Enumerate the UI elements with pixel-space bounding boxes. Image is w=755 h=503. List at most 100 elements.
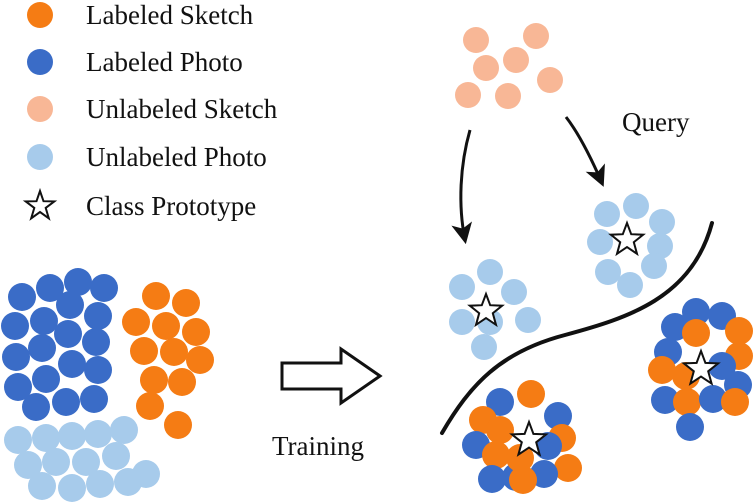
unlabeled-photo-dot: [594, 201, 620, 227]
legend-label-unlabeled-photo: Unlabeled Photo: [86, 142, 267, 172]
labeled-sketch-dot: [517, 380, 545, 408]
labeled-photo-dot: [530, 460, 558, 488]
training-arrow-icon: [280, 346, 383, 406]
labeled-photo-dot: [486, 388, 514, 416]
legend: Labeled Sketch Labeled Photo Unlabeled S…: [22, 0, 278, 221]
unlabeled-photo-dot: [449, 274, 475, 300]
labeled-photo-dot: [58, 350, 86, 378]
labeled-sketch-dot: [172, 289, 200, 317]
labeled-photo-dot: [56, 291, 84, 319]
unlabeled-photo-dot: [86, 470, 114, 498]
labeled-sketch-dot: [186, 346, 214, 374]
unlabeled-photo-dot: [72, 448, 100, 476]
labeled-photo-dot: [8, 283, 36, 311]
legend-label-labeled-photo: Labeled Photo: [86, 47, 243, 77]
labeled-sketch-dot: [486, 416, 514, 444]
unlabeled-photo-dot: [471, 334, 497, 360]
labeled-photo-dot: [54, 320, 82, 348]
class-prototype-star-icon: [467, 291, 505, 328]
labeled-photo-dot: [36, 274, 64, 302]
unlabeled-photo-dot: [501, 279, 527, 305]
labeled-photo-dot: [30, 307, 58, 335]
unlabeled-photo-dot: [102, 442, 130, 470]
unlabeled-photo-cluster-left: [449, 259, 541, 360]
labeled-photo-dot: [676, 413, 704, 441]
mixed-labeled-cluster-bottom: [462, 380, 582, 494]
unlabeled-photo-dot: [617, 272, 643, 298]
legend-label-unlabeled-sketch: Unlabeled Sketch: [86, 94, 278, 124]
unlabeled-sketch-query-group: [455, 23, 563, 109]
labeled-sketch-dot: [152, 312, 180, 340]
unlabeled-photo-dot: [42, 448, 70, 476]
unlabeled-sketch-dot: [503, 47, 529, 73]
labeled-photo-dot: [478, 465, 506, 493]
labeled-sketch-icon: [27, 2, 53, 28]
unlabeled-photo-dot: [28, 472, 56, 500]
class-prototype-star-icon: [608, 220, 646, 257]
labeled-sketch-dot: [160, 338, 188, 366]
legend-item-labeled-sketch: Labeled Sketch: [27, 0, 254, 30]
legend-item-unlabeled-photo: Unlabeled Photo: [27, 142, 267, 172]
unlabeled-photo-dot: [647, 233, 673, 259]
unlabeled-sketch-dot: [463, 27, 489, 53]
unlabeled-photo-dot: [649, 209, 675, 235]
query-label: Query: [622, 107, 690, 137]
unlabeled-sketch-icon: [27, 96, 53, 122]
labeled-photo-dot: [28, 334, 56, 362]
labeled-photo-dot: [1, 312, 29, 340]
legend-item-unlabeled-sketch: Unlabeled Sketch: [27, 94, 278, 124]
labeled-photo-dot: [682, 298, 710, 326]
unlabeled-photo-icon: [27, 144, 53, 170]
query-arrow-right: [564, 116, 605, 187]
labeled-sketch-dot: [509, 466, 537, 494]
legend-label-class-prototype: Class Prototype: [86, 191, 256, 221]
labeled-photo-dot: [699, 385, 727, 413]
unlabeled-photo-dot: [595, 259, 621, 285]
labeled-photo-icon: [27, 49, 53, 75]
unlabeled-photo-dot: [587, 229, 613, 255]
labeled-sketch-dot: [721, 388, 749, 416]
labeled-sketch-dot: [122, 308, 150, 336]
class-prototype-star-icon: [509, 419, 549, 457]
unlabeled-photo-dot: [515, 307, 541, 333]
unlabeled-sketch-dot: [455, 82, 481, 108]
labeled-sketch-dot: [648, 356, 676, 384]
unlabeled-photo-dot: [58, 422, 86, 450]
unlabeled-sketch-dot: [473, 55, 499, 81]
labeled-photo-dot: [2, 343, 30, 371]
labeled-photo-dot: [90, 274, 118, 302]
labeled-sketch-dot: [725, 317, 753, 345]
labeled-sketch-dot: [130, 337, 158, 365]
decision-boundary-curve: [440, 221, 714, 435]
labeled-photo-dot: [80, 385, 108, 413]
legend-label-labeled-sketch: Labeled Sketch: [86, 0, 254, 30]
labeled-photo-dot: [32, 365, 60, 393]
labeled-photo-dot: [4, 373, 32, 401]
legend-item-labeled-photo: Labeled Photo: [27, 47, 243, 77]
labeled-photo-dot: [64, 268, 92, 296]
star-icon: [22, 187, 58, 221]
training-label: Training: [272, 431, 364, 461]
unlabeled-photo-dot: [14, 451, 42, 479]
labeled-photo-dot: [84, 302, 112, 330]
unlabeled-photo-dot: [114, 468, 142, 496]
class-prototype-star-icon: [681, 348, 721, 386]
labeled-photo-dot: [22, 393, 50, 421]
legend-item-class-prototype: Class Prototype: [22, 187, 256, 221]
unlabeled-sketch-dot: [495, 83, 521, 109]
unlabeled-photo-dot: [449, 309, 475, 335]
unlabeled-photo-dot: [477, 259, 503, 285]
labeled-sketch-dot: [136, 392, 164, 420]
unlabeled-photo-dot: [58, 474, 86, 502]
unlabeled-photo-dot: [4, 426, 32, 454]
unlabeled-photo-dot: [32, 424, 60, 452]
mixed-labeled-cluster-right: [648, 298, 753, 441]
unlabeled-photo-dot: [110, 416, 138, 444]
labeled-sketch-dot: [140, 366, 168, 394]
query-arrow-left: [451, 129, 473, 245]
labeled-sketch-dot: [506, 444, 534, 472]
unlabeled-photo-dot: [641, 253, 667, 279]
labeled-photo-dot: [661, 313, 689, 341]
unlabeled-sketch-dot: [537, 67, 563, 93]
